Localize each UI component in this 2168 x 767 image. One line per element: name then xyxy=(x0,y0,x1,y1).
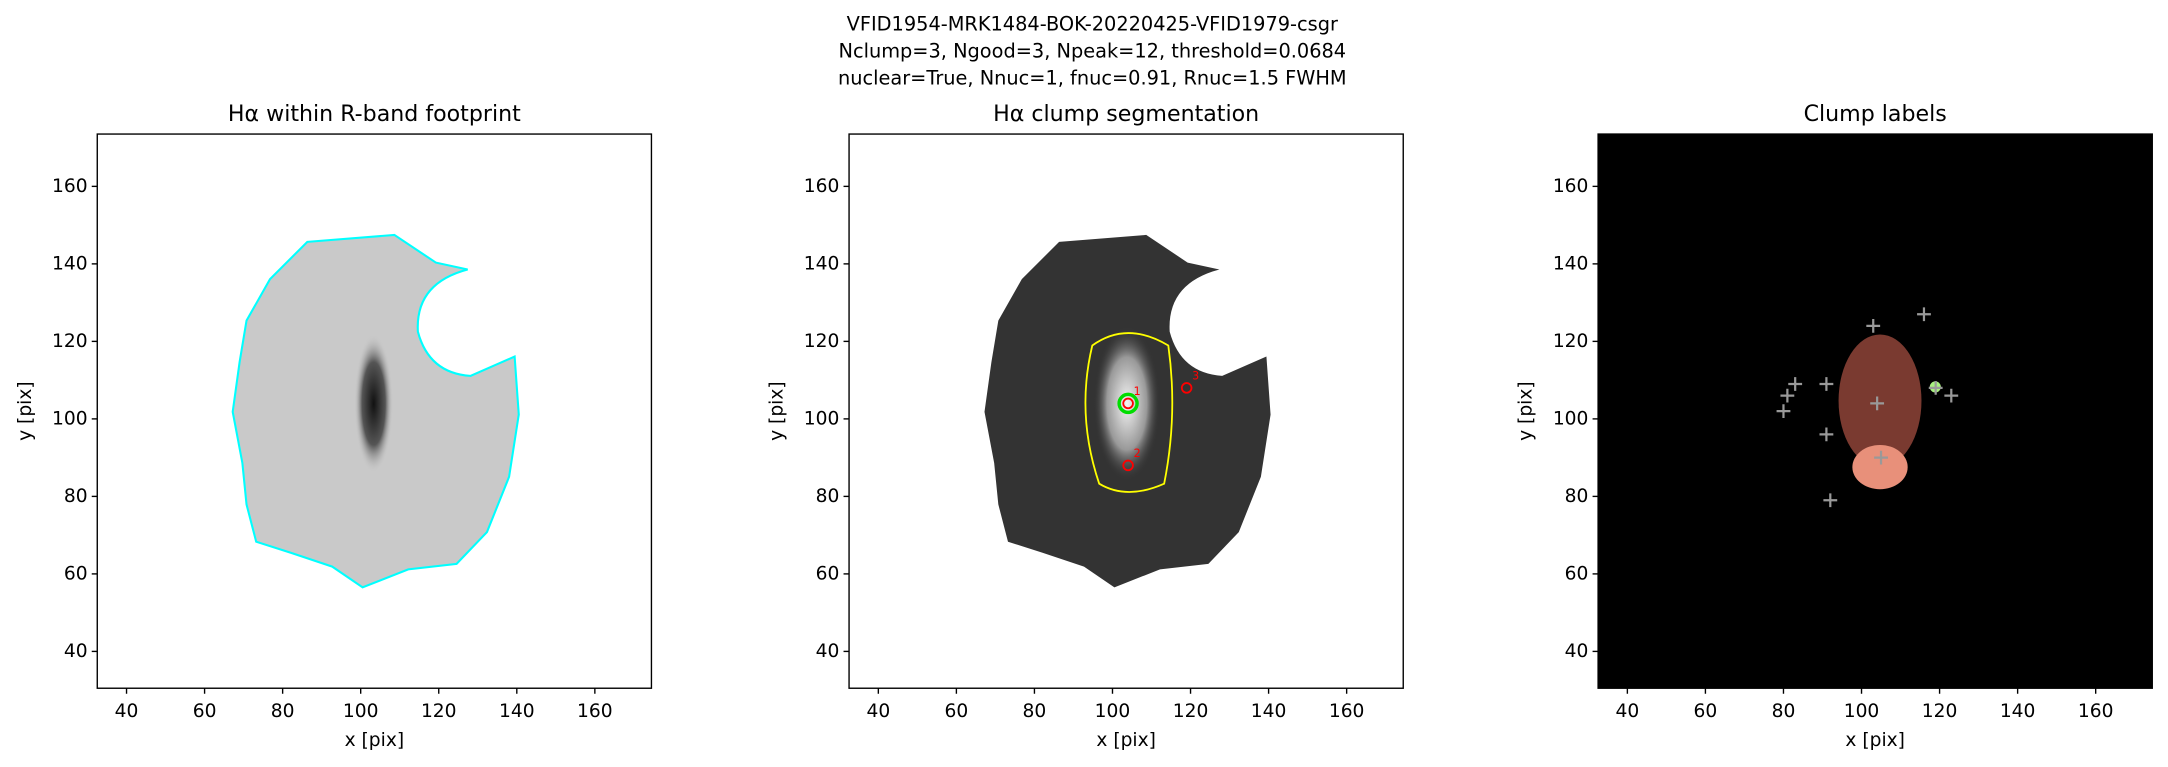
x-tick-label: 80 xyxy=(271,701,295,722)
x-axis-label: x [pix] xyxy=(1096,730,1156,751)
y-tick-label: 160 xyxy=(1553,176,1589,197)
peak-marker xyxy=(1870,396,1885,411)
y-tick-label: 120 xyxy=(1553,331,1589,352)
y-tick-label: 100 xyxy=(804,408,840,429)
peak-marker xyxy=(1928,380,1943,395)
clump-marker xyxy=(1122,459,1134,472)
x-tick-label: 100 xyxy=(1844,701,1880,722)
x-tick-label: 80 xyxy=(1023,701,1047,722)
peak-marker xyxy=(1780,388,1795,403)
x-tick-label: 140 xyxy=(2000,701,2036,722)
panel-title: Clump labels xyxy=(1804,101,1947,127)
x-tick-label: 60 xyxy=(945,701,969,722)
panel-title: Hα within R-band footprint xyxy=(228,101,521,127)
image-panel xyxy=(1598,134,2153,689)
x-axis-label: x [pix] xyxy=(1845,730,1905,751)
x-tick-label: 60 xyxy=(193,701,217,722)
y-tick-label: 140 xyxy=(52,253,88,274)
y-tick-label: 120 xyxy=(804,331,840,352)
y-tick-label: 60 xyxy=(64,563,88,584)
x-tick-label: 60 xyxy=(1694,701,1718,722)
suptitle-line: nuclear=True, Nnuc=1, fnuc=0.91, Rnuc=1.… xyxy=(838,66,1347,89)
peak-marker xyxy=(1823,493,1838,508)
x-tick-label: 120 xyxy=(1922,701,1958,722)
clump-marker xyxy=(1122,397,1134,410)
y-tick-label: 80 xyxy=(816,486,840,507)
peak-marker xyxy=(1819,427,1834,442)
y-tick-label: 40 xyxy=(64,641,88,662)
x-tick-label: 40 xyxy=(866,701,890,722)
peak-marker xyxy=(1776,404,1791,419)
axes-frame xyxy=(1597,133,2153,689)
x-tick-label: 140 xyxy=(499,701,535,722)
peak-marker xyxy=(1874,450,1888,465)
clump-marker xyxy=(1180,382,1193,394)
clump-label: 1 xyxy=(1134,385,1141,398)
y-tick-label: 60 xyxy=(1565,563,1589,584)
y-tick-label: 140 xyxy=(804,253,840,274)
peak-marker xyxy=(1866,318,1881,333)
nucleus-marker xyxy=(1117,392,1139,415)
x-tick-label: 100 xyxy=(343,701,379,722)
clump-label: 2 xyxy=(1134,447,1141,460)
x-tick-label: 40 xyxy=(115,701,139,722)
y-axis-label: y [pix] xyxy=(767,381,788,441)
image-panel xyxy=(231,233,520,589)
y-tick-label: 100 xyxy=(52,408,88,429)
peak-marker xyxy=(1917,307,1931,322)
y-tick-label: 80 xyxy=(64,486,88,507)
peak-marker xyxy=(1819,377,1834,391)
clump-label: 3 xyxy=(1192,370,1199,383)
y-tick-label: 40 xyxy=(1565,641,1589,662)
x-axis-label: x [pix] xyxy=(345,730,405,751)
x-tick-label: 140 xyxy=(1251,701,1287,722)
x-tick-label: 120 xyxy=(1173,701,1209,722)
x-tick-label: 160 xyxy=(577,701,613,722)
y-tick-label: 160 xyxy=(804,176,840,197)
suptitle-line: Nclump=3, Ngood=3, Npeak=12, threshold=0… xyxy=(838,39,1346,62)
suptitle-line: VFID1954-MRK1484-BOK-20220425-VFID1979-c… xyxy=(847,12,1338,35)
x-tick-label: 100 xyxy=(1095,701,1131,722)
x-tick-label: 80 xyxy=(1772,701,1796,722)
y-tick-label: 160 xyxy=(52,176,88,197)
y-tick-label: 60 xyxy=(816,563,840,584)
x-tick-label: 40 xyxy=(1615,701,1639,722)
axes-frame xyxy=(96,133,653,689)
peak-marker xyxy=(1788,377,1803,391)
x-tick-label: 160 xyxy=(2078,701,2114,722)
image-panel xyxy=(984,234,1271,588)
x-tick-label: 160 xyxy=(1329,701,1365,722)
peak-marker xyxy=(1944,388,1959,403)
y-tick-label: 80 xyxy=(1565,486,1589,507)
x-tick-label: 120 xyxy=(421,701,457,722)
axes-frame xyxy=(848,133,1404,689)
y-tick-label: 140 xyxy=(1553,253,1589,274)
y-axis-label: y [pix] xyxy=(15,381,36,441)
y-tick-label: 120 xyxy=(52,331,88,352)
y-tick-label: 100 xyxy=(1553,408,1589,429)
panel-title: Hα clump segmentation xyxy=(993,101,1259,127)
y-tick-label: 40 xyxy=(816,641,840,662)
y-axis-label: y [pix] xyxy=(1516,381,1537,441)
